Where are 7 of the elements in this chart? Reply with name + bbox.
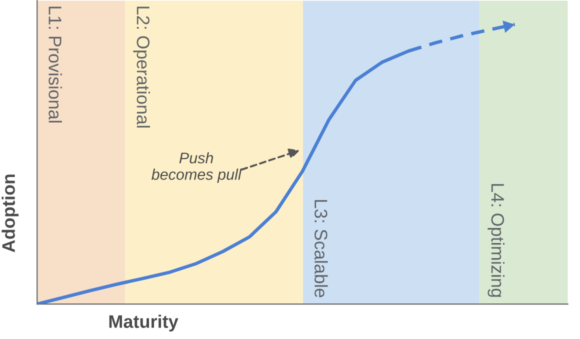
annotation: L1: Provisional — [48, 6, 62, 122]
annotation: L2: Operational — [133, 6, 150, 128]
x-axis-title: Maturity — [109, 314, 178, 332]
annotation: Push becomes pull — [152, 152, 242, 183]
annotation: L3: Scalable — [314, 200, 328, 298]
y-axis-title: Adoption — [2, 174, 19, 252]
annotation: L4: Optimizing — [488, 184, 505, 297]
